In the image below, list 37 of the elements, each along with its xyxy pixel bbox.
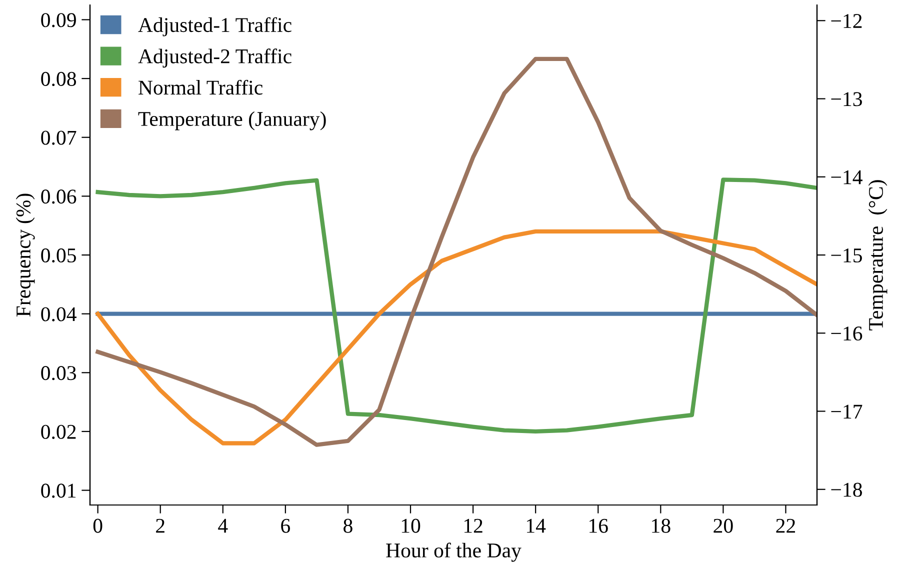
x-tick-label: 22 bbox=[776, 518, 795, 533]
y-tick-label: 0.02 bbox=[41, 424, 76, 439]
x-tick-label: 20 bbox=[714, 518, 733, 533]
y2-tick-label: −13 bbox=[831, 92, 862, 106]
y-tick-label: 0.09 bbox=[41, 13, 76, 28]
y-tick-label: 0.05 bbox=[41, 248, 76, 263]
x-tick-label: 10 bbox=[402, 518, 420, 533]
legend-label: Temperature (January) bbox=[138, 111, 326, 130]
x-tick-label: 8 bbox=[344, 518, 352, 533]
y-axis-title: Frequency (%) bbox=[16, 194, 35, 317]
x-tick-label: 18 bbox=[652, 518, 670, 533]
line-series bbox=[96, 178, 817, 434]
x-tick-label: 16 bbox=[590, 518, 608, 533]
y2-tick-label: −18 bbox=[831, 482, 862, 497]
x-tick-label: 12 bbox=[464, 518, 482, 533]
line-series bbox=[96, 229, 817, 446]
y-tick-label: 0.06 bbox=[41, 190, 76, 204]
x-tick-label: 6 bbox=[281, 518, 290, 533]
x-tick-label: 0 bbox=[93, 518, 102, 533]
x-tick-label: 4 bbox=[218, 518, 228, 533]
y-tick-label: 0.08 bbox=[41, 72, 76, 86]
y-tick-label: 0.01 bbox=[41, 484, 76, 498]
y2-axis-title: Temperature (°C) bbox=[868, 180, 888, 330]
legend-label: Normal Traffic bbox=[138, 80, 262, 95]
legend-label: Adjusted-1 Traffic bbox=[138, 17, 292, 36]
legend-label: Adjusted-2 Traffic bbox=[138, 48, 292, 68]
x-tick-label: 14 bbox=[526, 518, 546, 533]
x-tick-label: 2 bbox=[156, 518, 164, 533]
y2-tick-label: −14 bbox=[831, 170, 862, 184]
y2-tick-label: −15 bbox=[831, 248, 862, 262]
y2-tick-label: −12 bbox=[831, 14, 862, 28]
x-axis-title: Hour of the Day bbox=[386, 542, 522, 562]
y2-tick-label: −17 bbox=[831, 404, 862, 418]
y-tick-label: 0.07 bbox=[41, 130, 76, 145]
y2-tick-label: −16 bbox=[831, 326, 862, 341]
y-tick-label: 0.03 bbox=[41, 366, 76, 380]
y-tick-label: 0.04 bbox=[41, 307, 76, 322]
